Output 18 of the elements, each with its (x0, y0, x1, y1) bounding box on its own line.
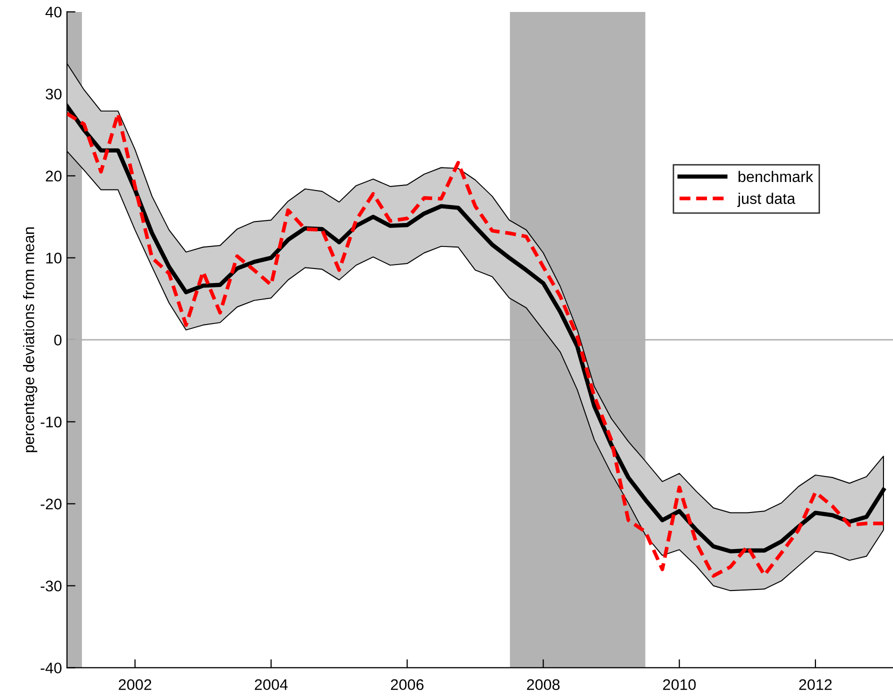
y-tick-label: 10 (46, 252, 62, 264)
y-tick-label: -30 (40, 580, 62, 592)
y-tick-label: -10 (40, 416, 62, 428)
x-tick-label: 2008 (527, 679, 560, 690)
x-tick-label: 2004 (254, 679, 288, 690)
legend-label: benchmark (738, 170, 814, 182)
y-tick-label: -40 (40, 662, 62, 674)
y-axis-title: percentage deviations from mean (23, 227, 38, 452)
y-tick-label: 40 (45, 6, 62, 18)
y-tick-label: 20 (46, 170, 62, 182)
legend-label: just data (737, 192, 796, 207)
x-tick-label: 2006 (390, 679, 424, 690)
y-tick-label: -20 (40, 498, 62, 510)
x-tick-label: 2002 (118, 679, 152, 690)
y-tick-label: 30 (46, 88, 62, 100)
x-tick-label: 2010 (663, 679, 696, 690)
x-tick-label: 2012 (799, 679, 832, 690)
y-tick-label: 0 (54, 334, 62, 346)
